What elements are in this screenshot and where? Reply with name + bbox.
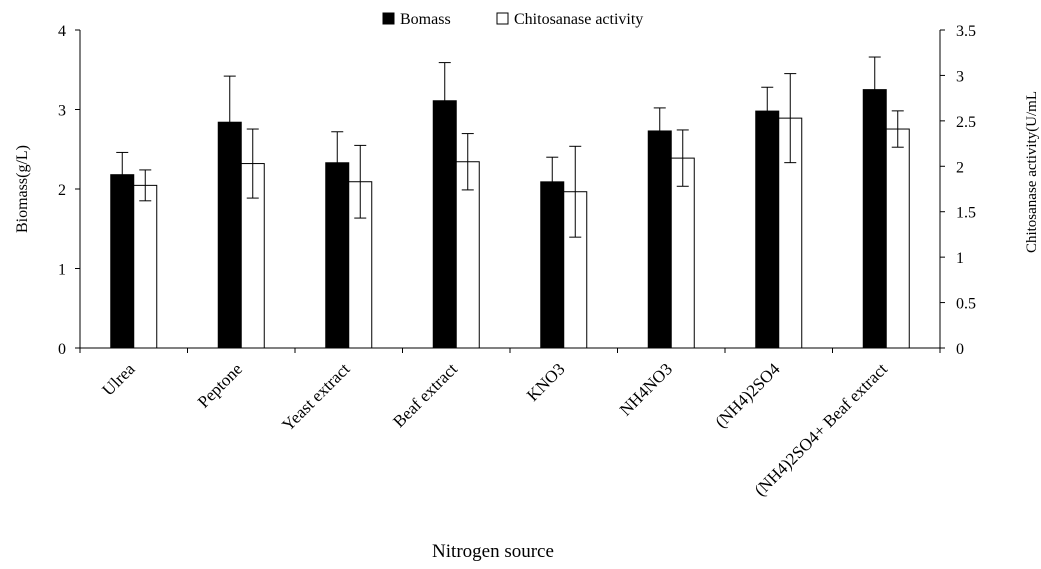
category-label-peptone: Peptone — [194, 359, 246, 411]
bar-bomass-nh4-2so4 — [755, 110, 780, 349]
legend-swatch-bomass — [382, 12, 395, 25]
left-tick-label: 4 — [58, 23, 66, 40]
x-axis-ticks — [79, 348, 941, 353]
right-tick-label: 3.5 — [956, 23, 976, 40]
bar-bomass-nh4no3 — [647, 130, 672, 349]
category-label-nh4-2so4: (NH4)2SO4 — [711, 359, 784, 432]
left-axis-title: Biomass(g/L) — [14, 145, 31, 233]
right-tick-label: 0 — [956, 341, 964, 358]
bar-bomass-ulrea — [110, 174, 135, 349]
error-bars — [116, 56, 904, 238]
legend: Bomass Chitosanase activity — [382, 11, 643, 28]
category-label-kno3: KNO3 — [523, 359, 568, 404]
left-tick-label: 0 — [58, 341, 66, 358]
left-tick-label: 2 — [58, 182, 66, 199]
left-tick-label: 1 — [58, 262, 66, 279]
right-tick-label: 0.5 — [956, 296, 976, 313]
bar-chitosanase-activity-nh4-2so4-beaf-extract — [885, 128, 910, 349]
bar-chitosanase-activity-ulrea — [133, 184, 158, 349]
left-axis-ticks: 0 1 2 3 4 — [58, 23, 80, 358]
legend-swatch-chitosanase-activity — [496, 12, 509, 25]
bar-bomass-nh4-2so4-beaf-extract — [862, 89, 887, 349]
category-label-beaf-extract: Beaf extract — [389, 359, 461, 431]
left-tick-label: 3 — [58, 103, 66, 120]
plot-area: 0 1 2 3 4 0 0.5 1 1.5 2 2.5 3 3.5 Ulrea Peptone Yeast… — [58, 23, 976, 500]
category-label-yeast-extract: Yeast extract — [278, 359, 354, 435]
right-tick-label: 1.5 — [956, 205, 976, 222]
right-tick-label: 2 — [956, 159, 964, 176]
right-tick-label: 3 — [956, 68, 964, 85]
right-tick-label: 1 — [956, 250, 964, 267]
category-labels: Ulrea Peptone Yeast extract Beaf extract KNO… — [98, 359, 891, 500]
bars — [110, 89, 910, 349]
x-axis-title: Nitrogen source — [432, 541, 554, 562]
right-axis-ticks: 0 0.5 1 1.5 2 2.5 3 3.5 — [940, 23, 976, 358]
right-axis-title: Chitosanase activity(U/mL — [1024, 91, 1040, 253]
legend-label-bomass: Bomass — [400, 11, 451, 28]
category-label-nh4no3: NH4NO3 — [616, 359, 676, 419]
legend-label-chitosanase-activity: Chitosanase activity — [514, 11, 643, 28]
category-label-ulrea: Ulrea — [98, 359, 138, 399]
right-tick-label: 2.5 — [956, 114, 976, 131]
